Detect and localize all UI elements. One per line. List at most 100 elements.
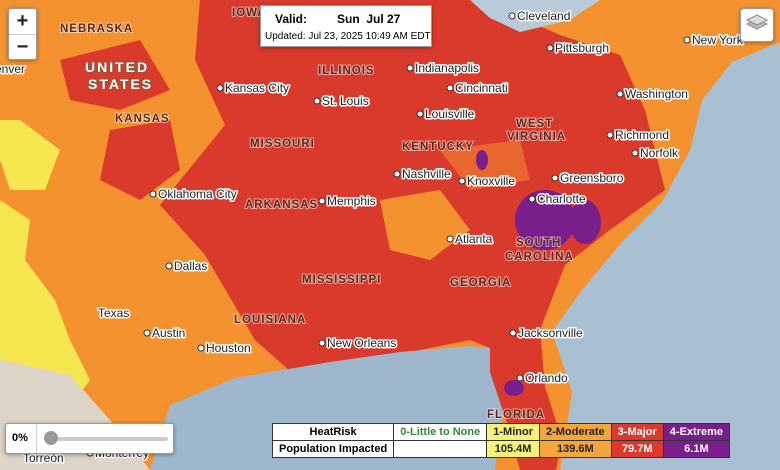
legend-population: 79.7M xyxy=(610,440,664,458)
city-dot xyxy=(416,110,424,118)
area-extreme xyxy=(504,380,524,396)
area-extreme xyxy=(515,190,575,250)
legend-row: Population Impacted 105.4M 139.6M 79.7M 6.1M xyxy=(271,440,731,458)
city-dot xyxy=(143,329,151,337)
city-dot xyxy=(446,84,454,92)
water-atlantic xyxy=(552,42,780,470)
legend-level: 0-Little to None xyxy=(393,423,488,441)
city-label: Richmond xyxy=(615,128,669,142)
city-dot xyxy=(393,170,401,178)
state-label: WEST xyxy=(516,118,553,130)
legend-population: 139.6M xyxy=(538,440,612,458)
valid-date: Sun Jul 27 xyxy=(337,12,401,26)
state-label: CAROLINA xyxy=(505,251,574,263)
slider-thumb[interactable] xyxy=(44,431,58,445)
legend-level: 2-Moderate xyxy=(538,423,612,441)
state-label: ILLINOIS xyxy=(318,65,375,77)
city-dot xyxy=(616,90,624,98)
city-dot xyxy=(406,64,414,72)
city-label: Jacksonville xyxy=(518,326,583,340)
layers-icon xyxy=(745,14,769,30)
area-minor xyxy=(0,120,60,190)
water-lake xyxy=(470,0,600,32)
zoom-control: + − xyxy=(8,8,37,60)
city-dot xyxy=(516,374,524,382)
city-label: Houston xyxy=(206,341,251,355)
valid-box: Valid: Sun Jul 27 Updated: Jul 23, 2025 … xyxy=(260,5,432,47)
city-label: Louisville xyxy=(425,107,475,121)
city-label: Atlanta xyxy=(455,232,493,246)
city-label: Kansas City xyxy=(225,81,289,95)
legend-heading: Population Impacted xyxy=(271,440,395,458)
state-label: Texas xyxy=(98,306,129,320)
city-dot xyxy=(631,149,639,157)
state-label: VIRGINIA xyxy=(507,131,566,143)
city-dot xyxy=(318,197,326,205)
zoom-out[interactable]: − xyxy=(16,36,29,58)
legend-level: 1-Minor xyxy=(486,423,540,441)
state-label: GEORGIA xyxy=(450,277,511,289)
city-label: New Orleans xyxy=(327,336,396,350)
city-markers: Cleveland Pittsburgh New York enver Kansas C… xyxy=(0,8,745,467)
state-label: MISSOURI xyxy=(250,138,315,150)
city-label: Cincinnati xyxy=(455,81,508,95)
city-dot xyxy=(683,36,691,44)
city-dot xyxy=(149,190,157,198)
city-dot xyxy=(446,235,454,243)
city-dot xyxy=(313,97,321,105)
area-major xyxy=(60,40,170,110)
city-label: Greensboro xyxy=(560,171,624,185)
city-dot xyxy=(551,174,559,182)
city-label: Dallas xyxy=(174,259,207,273)
city-dot xyxy=(528,195,536,203)
city-dot xyxy=(508,12,516,20)
opacity-slider: 0% xyxy=(5,423,174,454)
state-label: MISSISSIPPI xyxy=(302,274,381,286)
state-label: SOUTH xyxy=(516,237,561,249)
city-dot xyxy=(509,329,517,337)
state-label: KANSAS xyxy=(115,113,170,125)
city-label: Orlando xyxy=(525,371,568,385)
city-label: enver xyxy=(0,62,25,76)
city-dot xyxy=(197,344,205,352)
slider-track[interactable] xyxy=(48,437,168,441)
state-label: LOUISIANA xyxy=(234,314,306,326)
city-label: Norfolk xyxy=(640,146,679,160)
area-major xyxy=(100,120,180,200)
legend-population: 105.4M xyxy=(486,440,540,458)
legend-heading: HeatRisk xyxy=(271,423,395,441)
slider-label: 0% xyxy=(12,432,28,444)
city-dot xyxy=(458,177,466,185)
area-extreme xyxy=(569,200,601,244)
city-dot xyxy=(165,262,173,270)
city-label: Oklahoma City xyxy=(158,187,237,201)
city-label: Washington xyxy=(625,87,688,101)
updated-text: Updated: Jul 23, 2025 10:49 AM EDT xyxy=(265,31,431,42)
country-label: STATES xyxy=(88,76,153,92)
state-label: FLORIDA xyxy=(487,409,545,421)
legend: HeatRisk 0-Little to None 1-Minor 2-Moderat… xyxy=(271,423,731,458)
city-dot xyxy=(546,44,554,52)
zoom-in[interactable]: + xyxy=(9,9,36,35)
city-dot xyxy=(606,131,614,139)
city-label: Memphis xyxy=(327,194,376,208)
city-label: Knoxville xyxy=(467,174,515,188)
state-label: NEBRASKA xyxy=(60,23,133,35)
legend-level: 4-Extreme xyxy=(662,423,731,441)
city-dot xyxy=(216,84,224,92)
state-label: ARKANSAS xyxy=(245,199,318,211)
layers-button[interactable] xyxy=(740,8,774,42)
area-extreme xyxy=(476,150,488,170)
valid-label: Valid: xyxy=(275,12,308,26)
country-label: UNITED xyxy=(85,59,149,75)
city-label: St. Louis xyxy=(322,94,369,108)
city-dot xyxy=(318,339,326,347)
city-label: Charlotte xyxy=(537,192,586,206)
divider xyxy=(36,424,37,453)
legend-population: 6.1M xyxy=(662,440,731,458)
legend-row: HeatRisk 0-Little to None 1-Minor 2-Moderat… xyxy=(271,423,731,441)
city-label: Nashville xyxy=(402,167,451,181)
land-moderate xyxy=(380,190,470,260)
